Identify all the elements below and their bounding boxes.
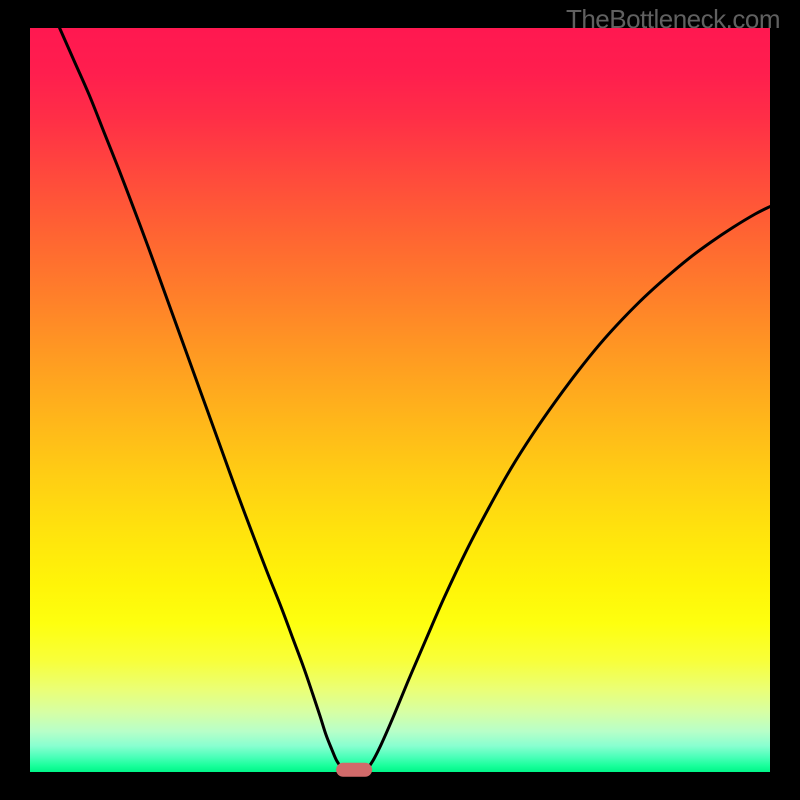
- gradient-background: [30, 28, 770, 772]
- chart-container: { "watermark": "TheBottleneck.com", "cha…: [0, 0, 800, 800]
- watermark-text: TheBottleneck.com: [566, 4, 780, 35]
- minimum-marker: [336, 763, 372, 777]
- bottleneck-chart: [0, 0, 800, 800]
